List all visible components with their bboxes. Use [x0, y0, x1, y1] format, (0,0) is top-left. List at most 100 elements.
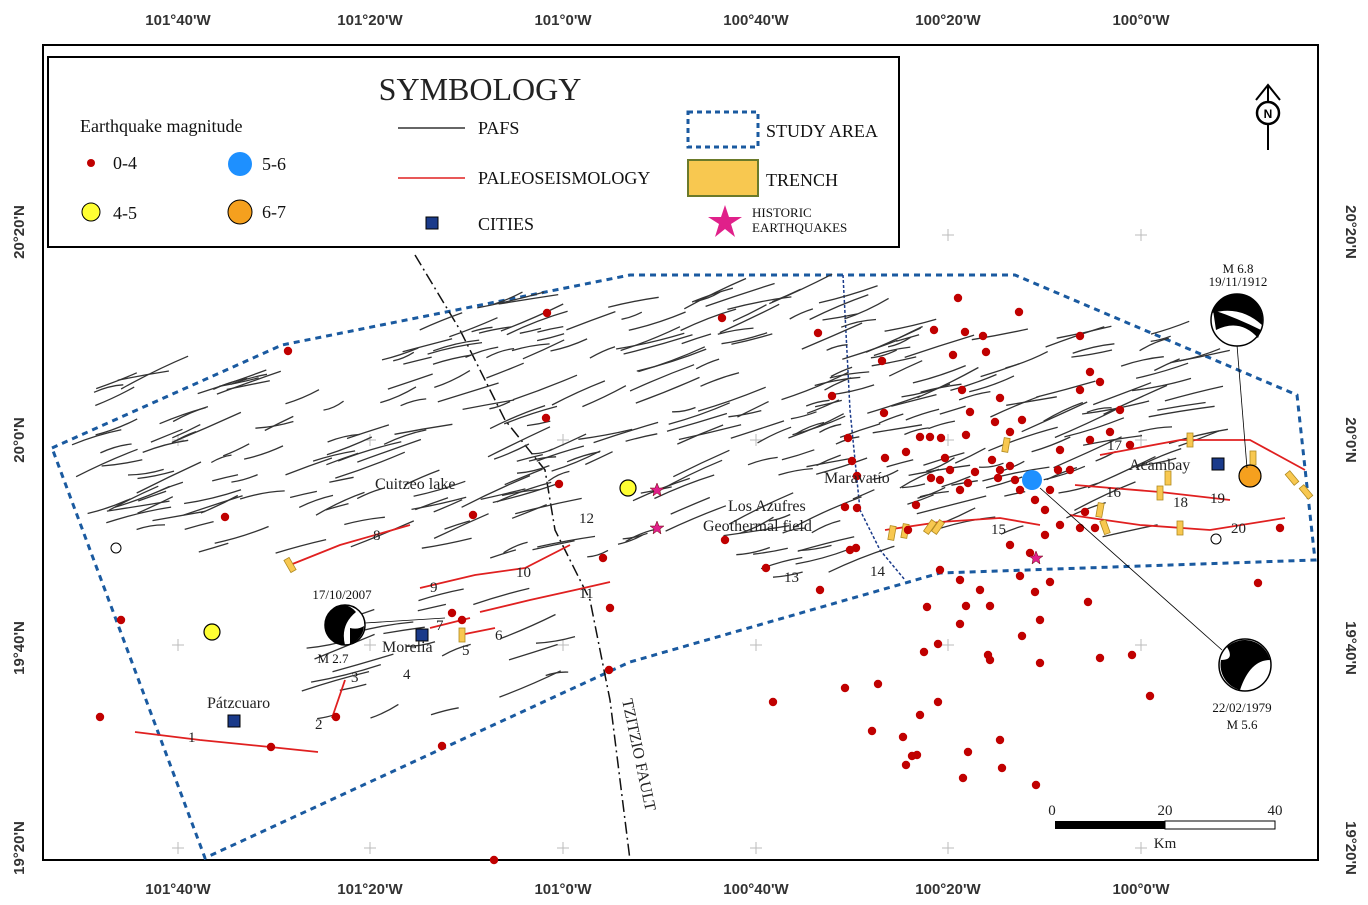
pafs-fault-trace — [150, 428, 183, 443]
bottom-tick-label: 101°0'W — [534, 881, 592, 898]
cities — [227, 457, 1225, 728]
north-arrow-head — [1255, 83, 1281, 101]
earthquake-point — [960, 327, 970, 337]
pafs-fault-trace — [532, 540, 575, 551]
earthquake-point — [1055, 520, 1065, 530]
earthquake-point — [948, 350, 958, 360]
earthquake-point — [935, 475, 945, 485]
pafs-fault-trace — [403, 356, 432, 365]
earthquake-point — [1085, 435, 1095, 445]
historic-star — [649, 520, 665, 535]
fault-number: 4 — [403, 667, 411, 683]
pafs-fault-trace — [503, 405, 558, 425]
trench-marker — [1099, 518, 1111, 536]
trench-marker — [887, 525, 897, 541]
pafs-fault-trace — [1164, 385, 1224, 402]
pafs-fault-trace — [816, 454, 841, 467]
pafs-fault-trace — [285, 389, 320, 405]
earthquake-point — [915, 432, 925, 442]
pafs-fault-trace — [315, 491, 365, 516]
fault-number: 11 — [579, 586, 593, 602]
paleo-fault-1 — [134, 731, 319, 753]
trench-marker — [1176, 520, 1184, 536]
pafs-fault-trace — [819, 423, 842, 433]
earthquake-point — [940, 453, 950, 463]
pafs-fault-trace — [730, 420, 785, 439]
fault-number: 1 — [188, 730, 196, 746]
earthquake-point — [447, 608, 457, 618]
pafs-fault-trace — [312, 450, 356, 462]
pafs-fault-trace — [814, 399, 842, 408]
pafs-fault-trace — [381, 347, 419, 361]
pafs-fault-trace — [978, 462, 1004, 468]
pafs-fault-trace — [433, 513, 489, 539]
pafs-fault-trace — [152, 510, 206, 522]
earthquake-point — [852, 471, 862, 481]
pafs-fault-trace — [275, 538, 327, 554]
earthquake-point — [1085, 367, 1095, 377]
pafs-fault-trace — [480, 488, 526, 501]
earthquake-point — [903, 525, 913, 535]
pafs-fault-trace — [888, 360, 923, 377]
pafs-fault-trace — [200, 494, 239, 514]
pafs-fault-trace — [1138, 426, 1173, 433]
pafs-fault-trace — [344, 516, 385, 526]
pafs-fault-trace — [489, 404, 546, 430]
pafs-fault-trace — [536, 445, 585, 462]
pafs-fault-trace — [516, 453, 543, 462]
pafs-fault-trace — [547, 470, 570, 482]
right-tick-label: 19°20'N — [1342, 821, 1359, 875]
beachball-fill — [325, 605, 356, 645]
bottom-tick-label: 100°0'W — [1112, 881, 1170, 898]
pafs-fault-trace — [548, 433, 587, 452]
pafs-fault-trace — [822, 313, 858, 321]
trench-marker — [1164, 470, 1172, 486]
pafs-fault-trace — [461, 474, 531, 508]
pafs-fault-trace — [159, 406, 206, 425]
pafs-fault-trace — [325, 502, 349, 511]
pafs-fault-trace — [370, 703, 399, 719]
earthquake-point — [604, 665, 614, 675]
top-tick-label: 101°20'W — [337, 12, 403, 29]
legend-eq45-label: 4-5 — [113, 203, 137, 223]
earthquake-point — [1015, 571, 1025, 581]
legend-eq45-symbol — [81, 202, 101, 222]
pafs-fault-trace — [578, 428, 633, 440]
earthquake-point — [843, 433, 853, 443]
pafs-fault-trace — [705, 282, 775, 308]
pafs-fault-trace — [878, 413, 904, 424]
earthquake-point — [922, 602, 932, 612]
top-tick-label: 101°0'W — [534, 12, 592, 29]
pafs-fault-trace — [683, 277, 747, 310]
patzcuaro-label: Pátzcuaro — [207, 695, 270, 712]
pafs-fault-trace — [1021, 401, 1088, 433]
left-axis-labels: 20°20'N 20°0'N 19°40'N 19°20'N — [11, 205, 28, 875]
fault-number: 13 — [784, 570, 799, 586]
earthquake-point — [852, 503, 862, 513]
north-arrow: N — [1255, 83, 1281, 150]
earthquake-point — [1031, 780, 1041, 790]
pafs-fault-trace — [809, 294, 869, 321]
earthquake-point — [901, 760, 911, 770]
pafs-fault-trace — [1082, 400, 1150, 415]
pafs-fault-trace — [183, 495, 243, 516]
fault-number: 15 — [991, 522, 1006, 538]
earthquake-point — [961, 601, 971, 611]
scale-unit: Km — [1154, 836, 1177, 852]
pafs-fault-trace — [550, 338, 588, 352]
pafs-fault-trace — [844, 297, 889, 320]
pafs-fault-trace — [805, 399, 830, 407]
pafs-fault-trace — [471, 326, 493, 333]
earthquake-point — [935, 565, 945, 575]
pafs-fault-trace — [418, 588, 464, 602]
pafs-fault-trace — [1072, 343, 1115, 354]
scale-segment-dark — [1055, 821, 1165, 829]
fault-number: 2 — [315, 717, 323, 733]
pafs-fault-trace — [886, 459, 914, 468]
earthquake-point — [985, 601, 995, 611]
pafs-fault-trace — [908, 464, 971, 477]
trench-marker — [1095, 502, 1105, 518]
pafs-fault-trace — [818, 285, 878, 304]
city-marker-acambay — [1211, 457, 1225, 471]
pafs-fault-trace — [1154, 358, 1180, 372]
